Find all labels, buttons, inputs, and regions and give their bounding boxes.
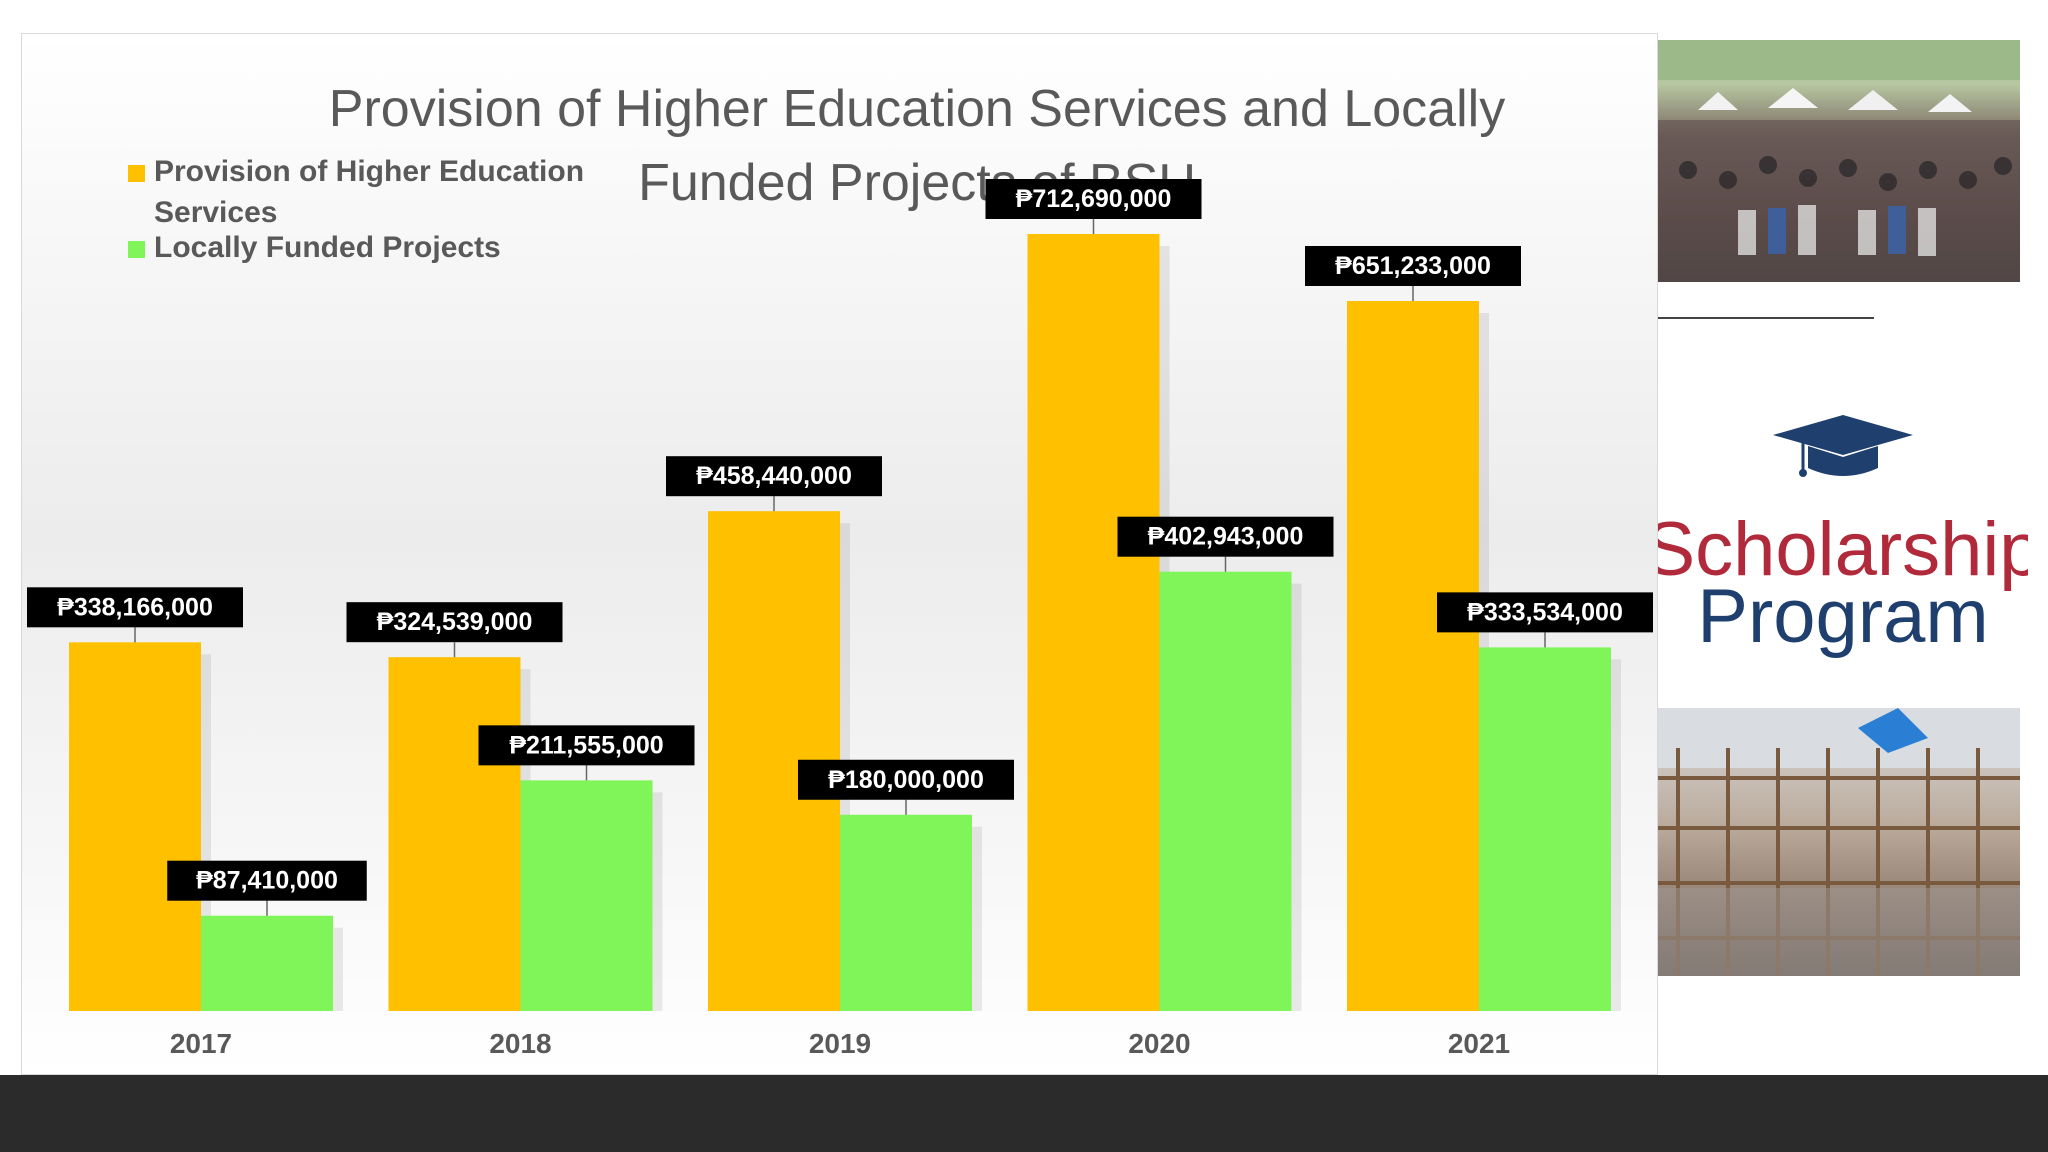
legend-label: Services bbox=[154, 196, 277, 229]
data-label: ₱402,943,000 bbox=[1148, 523, 1304, 551]
data-label-box bbox=[798, 759, 1014, 800]
side-panel: Scholarship Program bbox=[1644, 40, 2042, 976]
bar bbox=[1347, 301, 1479, 1012]
footer-bar bbox=[0, 1075, 2048, 1152]
data-label-box bbox=[27, 587, 243, 628]
chart-area: Provision of Higher Education Services a… bbox=[21, 33, 1658, 1075]
legend-swatch bbox=[128, 165, 145, 182]
data-label-box bbox=[478, 725, 695, 766]
bar-chart: Provision of Higher Education Services a… bbox=[27, 80, 1653, 1059]
bar bbox=[840, 814, 972, 1011]
bar bbox=[1479, 647, 1611, 1011]
program-word: Program bbox=[1697, 574, 1988, 659]
data-label: ₱333,534,000 bbox=[1467, 598, 1623, 626]
data-label-box bbox=[346, 602, 563, 643]
data-label: ₱180,000,000 bbox=[828, 766, 984, 794]
data-label-box bbox=[1305, 246, 1521, 287]
x-tick-label: 2017 bbox=[170, 1028, 232, 1059]
x-tick-label: 2020 bbox=[1128, 1028, 1190, 1059]
x-tick-label: 2021 bbox=[1448, 1028, 1510, 1059]
bar bbox=[69, 642, 201, 1011]
data-label: ₱458,440,000 bbox=[696, 462, 852, 490]
data-label-box bbox=[1117, 516, 1334, 557]
x-tick-label: 2018 bbox=[489, 1028, 551, 1059]
data-label-box bbox=[1437, 592, 1653, 633]
data-label: ₱338,166,000 bbox=[57, 593, 213, 621]
data-label: ₱324,539,000 bbox=[377, 608, 533, 636]
data-label: ₱87,410,000 bbox=[196, 867, 338, 895]
crowd-photo bbox=[1658, 40, 2020, 282]
bar bbox=[520, 780, 653, 1011]
divider-line bbox=[1658, 317, 1874, 319]
graduation-cap-icon bbox=[1773, 415, 1913, 477]
legend-label: Provision of Higher Education bbox=[154, 155, 584, 188]
chart-title-line: Provision of Higher Education Services a… bbox=[329, 80, 1505, 138]
bar bbox=[1159, 571, 1292, 1011]
legend-label: Locally Funded Projects bbox=[154, 231, 501, 264]
data-label-box bbox=[985, 179, 1202, 219]
data-label-box bbox=[666, 456, 882, 497]
scholarship-word: Scholarship bbox=[1658, 507, 2028, 592]
construction-photo bbox=[1658, 708, 2020, 976]
bar bbox=[388, 657, 521, 1011]
data-label-box bbox=[167, 860, 367, 901]
bar bbox=[1027, 234, 1160, 1011]
bar bbox=[201, 915, 333, 1011]
data-label: ₱712,690,000 bbox=[1016, 185, 1172, 213]
scholarship-program-logo: Scholarship Program bbox=[1644, 370, 2042, 670]
data-label: ₱651,233,000 bbox=[1335, 252, 1491, 280]
x-tick-label: 2019 bbox=[809, 1028, 871, 1059]
data-label: ₱211,555,000 bbox=[509, 731, 663, 759]
legend-swatch bbox=[128, 241, 145, 258]
